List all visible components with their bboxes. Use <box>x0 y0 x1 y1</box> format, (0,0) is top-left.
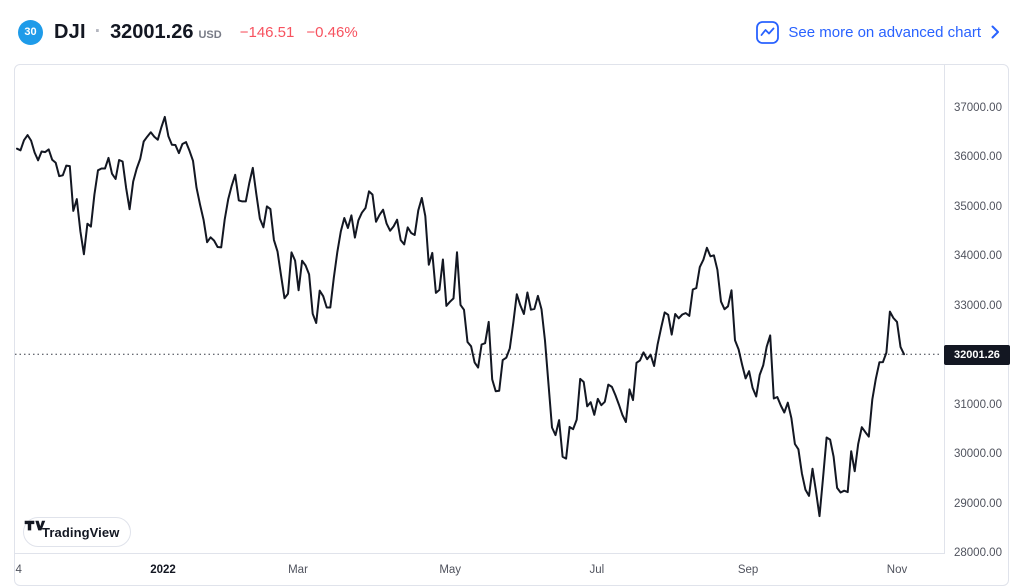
y-axis-tick-label: 30000.00 <box>954 448 1002 461</box>
y-axis-tick-label: 28000.00 <box>954 547 1002 559</box>
x-axis-tick-label: Sep <box>737 564 759 576</box>
separator-dot: · <box>94 21 102 42</box>
chevron-right-icon <box>991 25 1000 39</box>
chart-plot-area[interactable]: 4 2022 Mar May Jul Sep Nov TradingView <box>15 65 945 576</box>
symbol-logo-badge: 30 <box>18 19 43 45</box>
y-axis-tick-label: 36000.00 <box>954 151 1002 164</box>
x-axis: 4 2022 Mar May Jul Sep Nov <box>15 554 944 586</box>
price-group: 32001.26 USD <box>110 21 222 44</box>
chart-panel: 4 2022 Mar May Jul Sep Nov TradingView 37000.0… <box>14 64 1010 586</box>
last-price-label: 32001.26 <box>944 345 1010 366</box>
widget-header: 30 DJI · 32001.26 USD −146.51 −0.46% See… <box>0 0 1024 64</box>
symbol-name: DJI <box>54 20 86 43</box>
y-axis-tick-label: 34000.00 <box>954 250 1002 263</box>
y-axis-tick-label: 35000.00 <box>954 200 1002 213</box>
price-series-line <box>16 115 905 518</box>
tradingview-attribution-label: TradingView <box>42 524 120 540</box>
currency-label: USD <box>198 28 222 41</box>
advanced-chart-link[interactable]: See more on advanced chart <box>756 20 1000 44</box>
x-axis-tick-label: Jul <box>589 564 605 576</box>
x-axis-tick-label: 2022 <box>150 564 176 576</box>
y-axis-tick-label: 31000.00 <box>954 398 1002 411</box>
x-axis-tick-label: 4 <box>15 564 22 576</box>
x-axis-tick-label: Mar <box>288 564 308 576</box>
last-price-label-text: 32001.26 <box>954 349 1000 362</box>
mini-chart-icon <box>756 20 780 44</box>
tradingview-attribution-link[interactable]: TradingView <box>23 517 132 547</box>
price-change: −146.51 <box>239 23 295 41</box>
x-axis-tick-label: Nov <box>886 564 908 576</box>
x-axis-tick-label: May <box>439 564 462 576</box>
price-line-chart <box>15 115 942 518</box>
last-price: 32001.26 <box>110 20 194 43</box>
y-axis-tick-label: 33000.00 <box>954 299 1002 312</box>
y-axis-tick-label: 37000.00 <box>954 102 1002 114</box>
symbol-badge-label: 30 <box>24 26 37 38</box>
price-change-percent: −0.46% <box>306 23 358 41</box>
advanced-chart-link-label: See more on advanced chart <box>788 23 981 41</box>
y-axis-tick-label: 29000.00 <box>954 497 1002 510</box>
